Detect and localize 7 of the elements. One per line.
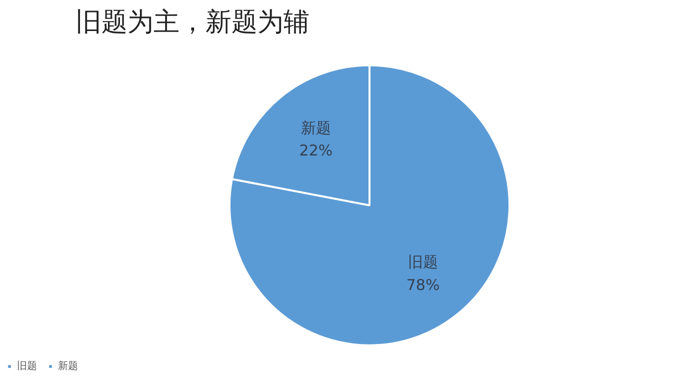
legend-label: 旧题 (17, 360, 37, 373)
slice-label: 新题 (300, 118, 331, 137)
data-label: 22% (299, 142, 333, 160)
slice-label: 旧题 (408, 253, 438, 272)
chart-title: 旧题为主，新题为辅 (76, 8, 310, 38)
legend-label: 新题 (58, 360, 78, 373)
data-label: 78% (406, 276, 440, 294)
